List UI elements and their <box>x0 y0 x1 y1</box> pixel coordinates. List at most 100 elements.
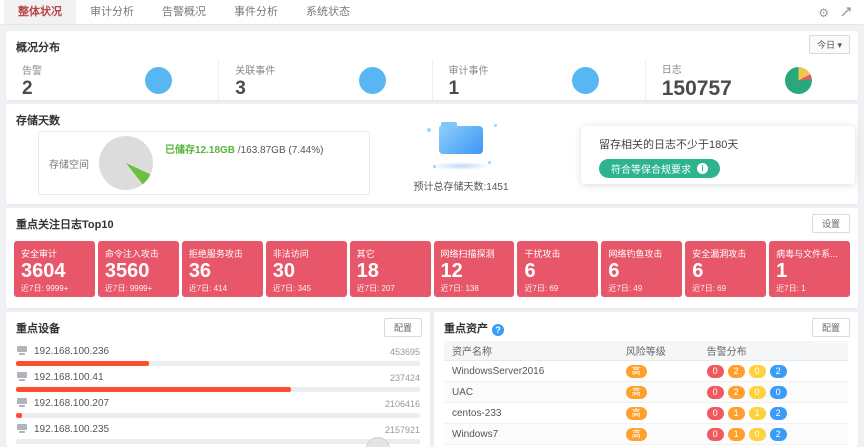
stat-correlated-label: 关联事件 <box>235 66 276 77</box>
device-row[interactable]: 192.168.100.236 453695 <box>16 343 420 366</box>
header-risk-level: 风险等级 <box>625 347 666 358</box>
dist-critical-badge: 0 <box>706 385 724 399</box>
top10-cards: 安全审计 3604 近7日: 9999+ 命令注入攻击 3560 近7日: 99… <box>6 237 858 297</box>
logs-pie-chart-icon <box>785 66 812 94</box>
dist-low-badge: 2 <box>769 427 787 441</box>
info-icon: i <box>697 163 708 174</box>
device-icon <box>16 421 28 439</box>
assets-table: 资产名称 风险等级 告警分布 WindowsServer2016 高 0 2 0… <box>444 341 848 447</box>
tab-system-status[interactable]: 系统状态 <box>306 6 350 18</box>
device-bar[interactable] <box>16 413 420 418</box>
device-bar[interactable] <box>16 387 420 392</box>
tab-overall-status[interactable]: 整体状况 <box>4 0 76 24</box>
overview-panel: 概况分布 今日 ▾ 告警 2 关联事件 3 审计事件 1 <box>6 31 858 100</box>
stat-correlated-value: 3 <box>235 78 246 99</box>
storage-title: 存储天数 <box>16 115 60 127</box>
dist-high-badge: 2 <box>727 385 745 399</box>
dist-high-badge: 1 <box>727 427 745 441</box>
log-card[interactable]: 病毒与文件系... 1 近7日: 1 <box>769 241 851 297</box>
dist-critical-badge: 0 <box>706 406 724 420</box>
asset-name: UAC <box>452 386 474 398</box>
log-card[interactable]: 拒绝服务攻击 36 近7日: 414 <box>181 241 263 297</box>
log-card[interactable]: 命令注入攻击 3560 近7日: 9999+ <box>97 241 179 297</box>
tab-alert-overview[interactable]: 告警概况 <box>162 6 206 18</box>
period-value: 今日 <box>816 40 835 50</box>
top10-title: 重点关注日志Top10 <box>16 219 114 231</box>
assets-title: 重点资产? <box>434 312 858 341</box>
log-card[interactable]: 非法访问 30 近7日: 345 <box>265 241 347 297</box>
assets-table-header: 资产名称 风险等级 告警分布 <box>444 341 848 361</box>
device-list: 192.168.100.236 453695 192.168.100.41 23… <box>6 341 430 447</box>
stat-audit-value: 1 <box>448 78 460 99</box>
header-icons: ⚙ <box>818 0 852 25</box>
dist-high-badge: 1 <box>727 406 745 420</box>
stat-audit-events: 审计事件 1 <box>431 60 645 100</box>
storage-days-block: 预计总存储天数:1451 <box>396 122 526 193</box>
stat-alerts-label: 告警 <box>22 66 42 77</box>
storage-days-text: 预计总存储天数:1451 <box>413 182 509 193</box>
asset-row[interactable]: centos-233 高 0 1 1 2 <box>444 403 848 424</box>
log-card[interactable]: 其它 18 近7日: 207 <box>349 241 431 297</box>
device-ip: 192.168.100.236 <box>34 346 110 357</box>
device-ip: 192.168.100.235 <box>34 424 110 435</box>
log-card[interactable]: 网络扫描探测 12 近7日: 138 <box>433 241 515 297</box>
top-tab-bar: 整体状况 审计分析 告警概况 事件分析 系统状态 ⚙ <box>0 0 864 25</box>
device-row[interactable]: 192.168.100.41 237424 <box>16 369 420 392</box>
asset-row[interactable]: WindowsServer2016 高 0 2 0 2 <box>444 361 848 382</box>
log-card[interactable]: 网络钓鱼攻击 6 近7日: 49 <box>601 241 683 297</box>
device-bar[interactable] <box>16 439 420 444</box>
risk-badge: 高 <box>625 406 647 420</box>
fullscreen-icon[interactable] <box>841 6 852 19</box>
log-card[interactable]: 安全漏洞攻击 6 近7日: 69 <box>685 241 767 297</box>
correlated-circle-icon <box>358 66 386 94</box>
key-assets-panel: 重点资产? 配置 资产名称 风险等级 告警分布 WindowsServer201… <box>434 312 858 447</box>
asset-name: WindowsServer2016 <box>452 365 545 377</box>
device-row[interactable]: 192.168.100.235 2157921 <box>16 421 420 444</box>
stat-alerts: 告警 2 <box>6 60 218 100</box>
device-bar[interactable] <box>16 361 420 366</box>
tab-audit-analysis[interactable]: 审计分析 <box>90 6 134 18</box>
stat-alerts-value: 2 <box>22 78 33 99</box>
period-dropdown[interactable]: 今日 ▾ <box>808 35 850 54</box>
risk-badge: 高 <box>625 364 647 378</box>
assets-config-button[interactable]: 配置 <box>811 318 850 337</box>
asset-row[interactable]: Windows7 高 0 1 0 2 <box>444 424 848 445</box>
dist-low-badge: 0 <box>769 385 787 399</box>
gear-icon[interactable]: ⚙ <box>818 5 829 20</box>
dist-medium-badge: 0 <box>748 427 766 441</box>
dist-medium-badge: 0 <box>748 364 766 378</box>
storage-used-value: 已储存12.18GB <box>165 144 236 156</box>
risk-badge: 高 <box>625 385 647 399</box>
compliance-badge[interactable]: 符合等保合规要求 i <box>599 159 720 178</box>
storage-space-label: 存储空间 <box>49 159 89 171</box>
device-count: 237424 <box>389 372 420 383</box>
storage-total-value: /163.87GB (7.44%) <box>235 144 324 156</box>
log-card[interactable]: 干扰攻击 6 近7日: 69 <box>517 241 599 297</box>
risk-badge: 高 <box>625 427 647 441</box>
dist-low-badge: 2 <box>769 364 787 378</box>
help-icon[interactable]: ? <box>492 324 504 336</box>
dist-critical-badge: 0 <box>706 364 724 378</box>
storage-usage-text: 已储存12.18GB /163.87GB (7.44%) <box>165 141 323 156</box>
dist-low-badge: 2 <box>769 406 787 420</box>
device-row[interactable]: 192.168.100.207 2106416 <box>16 395 420 418</box>
dist-medium-badge: 1 <box>748 406 766 420</box>
device-ip: 192.168.100.207 <box>34 398 110 409</box>
device-ip: 192.168.100.41 <box>34 372 104 383</box>
devices-title: 重点设备 <box>16 323 60 335</box>
dist-critical-badge: 0 <box>706 427 724 441</box>
alerts-circle-icon <box>145 66 173 94</box>
asset-name: centos-233 <box>452 407 502 419</box>
asset-row[interactable]: UAC 高 0 2 0 0 <box>444 382 848 403</box>
storage-pie-chart <box>99 136 153 190</box>
devices-config-button[interactable]: 配置 <box>383 318 422 337</box>
top10-settings-button[interactable]: 设置 <box>811 214 850 233</box>
device-icon <box>16 369 28 387</box>
overview-stats: 告警 2 关联事件 3 审计事件 1 日志 150757 <box>6 60 858 104</box>
stat-audit-label: 审计事件 <box>448 66 489 77</box>
log-card[interactable]: 安全审计 3604 近7日: 9999+ <box>14 241 95 297</box>
dist-medium-badge: 0 <box>748 385 766 399</box>
dist-high-badge: 2 <box>727 364 745 378</box>
tab-event-analysis[interactable]: 事件分析 <box>234 6 278 18</box>
top10-logs-panel: 重点关注日志Top10 设置 安全审计 3604 近7日: 9999+ 命令注入… <box>6 208 858 308</box>
